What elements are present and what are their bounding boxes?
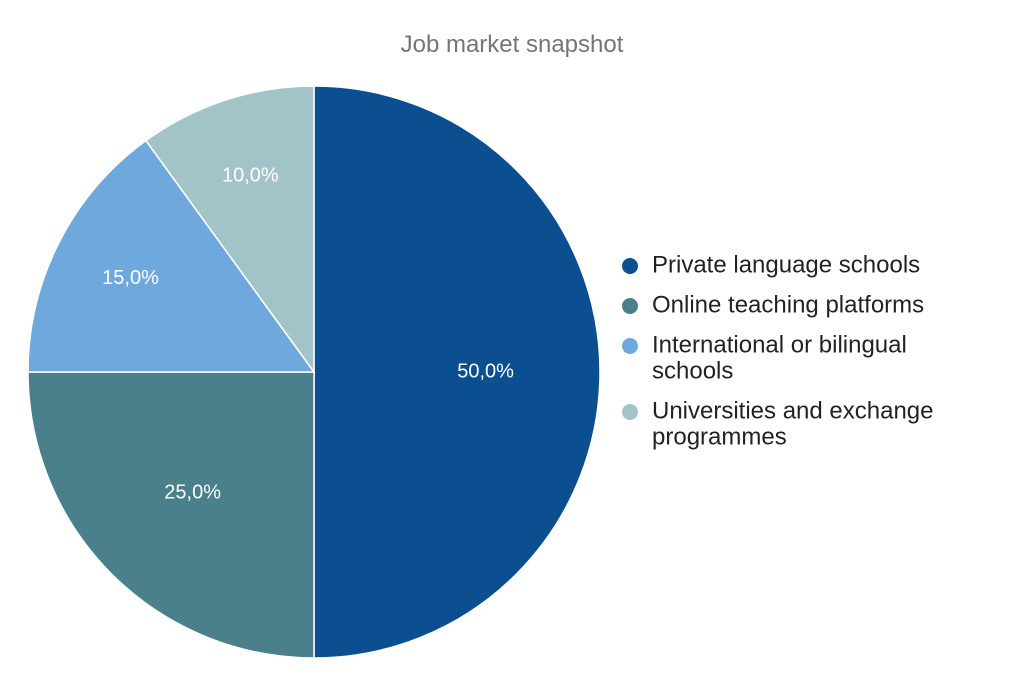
legend-swatch <box>622 258 638 274</box>
legend-label: Private language schools <box>652 251 920 278</box>
legend-item-online-teaching-platforms: Online teaching platforms <box>622 291 924 318</box>
slice-labels: 50,0% 25,0% 15,0% 10,0% <box>102 164 514 503</box>
legend-item-universities-and-exchange-programmes: Universities and exchange programmes <box>622 397 934 450</box>
legend-label: International or bilingual schools <box>652 331 907 384</box>
legend-item-private-language-schools: Private language schools <box>622 251 920 278</box>
legend-item-international-or-bilingual-schools: International or bilingual schools <box>622 331 907 384</box>
legend-label: Universities and exchange programmes <box>652 397 934 450</box>
pie-slices <box>27 85 601 659</box>
slice-value-label: 50,0% <box>457 360 514 382</box>
legend-swatch <box>622 298 638 314</box>
pie-slice-private-language-schools <box>313 85 601 659</box>
legend: Private language schools Online teaching … <box>622 251 934 450</box>
legend-swatch <box>622 338 638 354</box>
pie-slice-international-or-bilingual-schools <box>27 139 316 373</box>
chart-title: Job market snapshot <box>401 31 624 58</box>
legend-label: Online teaching platforms <box>652 291 924 318</box>
pie-slice-online-teaching-platforms <box>27 371 315 659</box>
legend-swatch <box>622 404 638 420</box>
pie-slice-universities-and-exchange-programmes <box>144 85 315 375</box>
slice-value-label: 25,0% <box>164 482 221 504</box>
slice-value-label: 10,0% <box>222 164 279 186</box>
slice-value-label: 15,0% <box>102 267 159 289</box>
